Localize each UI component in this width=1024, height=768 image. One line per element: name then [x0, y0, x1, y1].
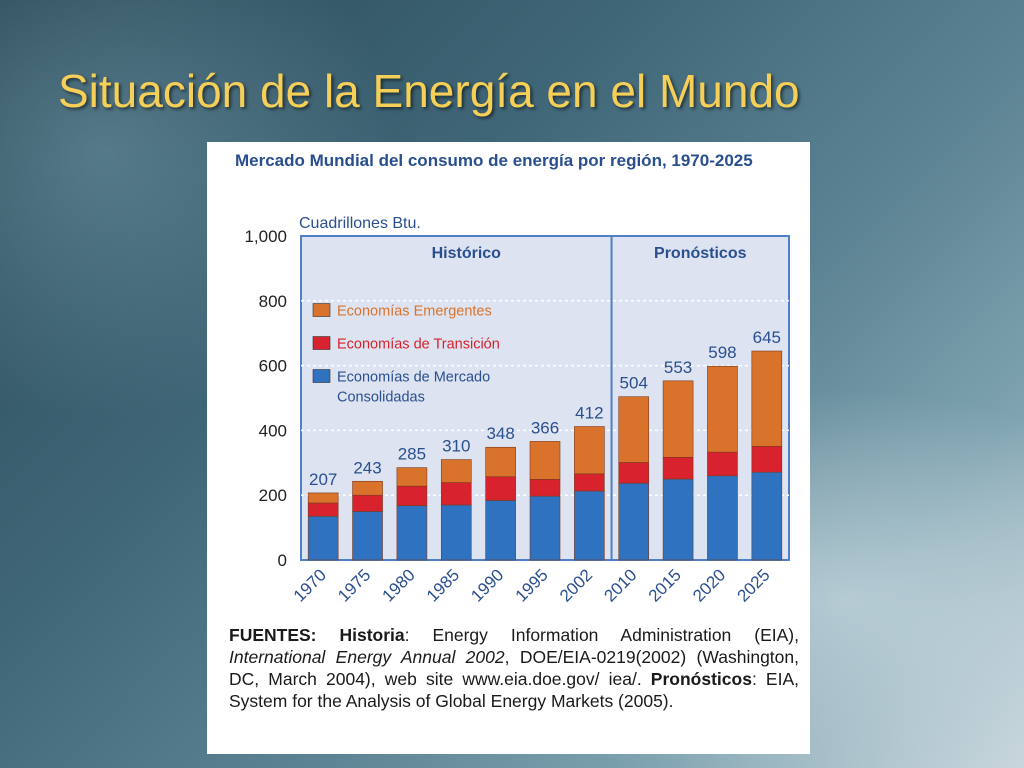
bar-total-label: 553	[664, 358, 692, 377]
legend-swatch	[312, 303, 331, 317]
region-label-pronosticos: Pronósticos	[654, 245, 747, 262]
bar-segment	[307, 502, 339, 517]
bar-total-label: 285	[398, 445, 426, 464]
y-tick-label: 1,000	[244, 227, 287, 246]
source-history-publication: International Energy Annual 2002	[229, 647, 505, 667]
bar-total-label: 243	[353, 458, 381, 477]
bar-segment	[529, 441, 561, 480]
bar-total-label: 412	[575, 404, 603, 423]
bar-total-label: 366	[531, 418, 559, 437]
x-tick-label: 1975	[334, 565, 374, 605]
bar-total-label: 348	[486, 424, 514, 443]
bar-segment	[751, 350, 783, 447]
bar-segment	[396, 505, 428, 561]
bar-segment	[751, 445, 783, 473]
bar-segment	[574, 426, 605, 475]
x-tick-label: 2002	[556, 565, 596, 605]
legend-swatch	[312, 369, 331, 383]
bar-segment	[485, 476, 516, 501]
bar-segment	[574, 490, 605, 561]
bar-segment	[352, 494, 383, 512]
source-forecast-label: Pronósticos	[650, 669, 752, 689]
source-history-text: : Energy Information Administration (EIA…	[404, 625, 799, 645]
bar-segment	[574, 473, 605, 492]
x-tick-label: 1985	[423, 565, 463, 605]
bar-segment	[307, 515, 339, 561]
legend-swatch	[312, 336, 331, 350]
y-tick-label: 0	[278, 551, 287, 570]
bar-total-label: 645	[753, 328, 781, 347]
bar-segment	[618, 396, 650, 463]
x-tick-label: 2020	[689, 565, 729, 605]
legend-label: Economías de Mercado	[337, 370, 490, 386]
source-label: FUENTES:	[229, 625, 317, 645]
bar-segment	[529, 495, 561, 561]
y-tick-label: 800	[259, 292, 287, 311]
bar-segment	[707, 451, 738, 477]
chart-figure: Mercado Mundial del consumo de energía p…	[207, 142, 810, 754]
bar-segment	[396, 485, 428, 506]
bar-segment	[485, 446, 516, 478]
x-tick-label: 2010	[600, 565, 640, 605]
bar-segment	[662, 478, 694, 561]
bar-segment	[618, 462, 650, 484]
x-tick-label: 2015	[645, 565, 685, 605]
source-history-label: Historia	[339, 625, 405, 645]
chart-title: Mercado Mundial del consumo de energía p…	[235, 151, 753, 170]
legend-label: Economías de Transición	[337, 337, 500, 353]
bar-segment	[440, 504, 472, 561]
bar-segment	[307, 492, 339, 504]
y-tick-label: 200	[259, 486, 287, 505]
bar-segment	[352, 480, 383, 496]
x-tick-label: 1970	[290, 565, 330, 605]
bar-segment	[440, 459, 472, 483]
bar-total-label: 310	[442, 437, 470, 456]
bar-total-label: 504	[620, 374, 648, 393]
legend-label: Economías Emergentes	[337, 304, 492, 320]
bar-segment	[440, 482, 472, 506]
y-tick-label: 600	[259, 357, 287, 376]
bar-segment	[396, 467, 428, 487]
bar-segment	[352, 511, 383, 561]
bar-segment	[485, 500, 516, 561]
y-tick-label: 400	[259, 421, 287, 440]
chart-sources: FUENTES: Historia: Energy Information Ad…	[229, 624, 799, 712]
source-history-text-2: , DOE/EIA-0219(2002) (Washington, DC, Ma…	[229, 647, 799, 689]
y-axis-label: Cuadrillones Btu.	[299, 215, 421, 232]
x-tick-label: 1980	[379, 565, 419, 605]
slide-title: Situación de la Energía en el Mundo	[58, 65, 800, 117]
bar-segment	[707, 475, 738, 561]
legend-label: Consolidadas	[337, 390, 425, 406]
source-forecast-text: : EIA, System for the Analysis of Global…	[229, 669, 799, 711]
bar-segment	[529, 479, 561, 497]
stacked-bar-chart: 0 200 400 600 800 1,000 Cuadrillones Btu. 207 19…	[244, 215, 790, 606]
bar-total-label: 207	[309, 470, 337, 489]
bar-segment	[618, 482, 650, 561]
x-tick-label: 1995	[512, 565, 552, 605]
bar-segment	[751, 471, 783, 561]
x-tick-label: 2025	[733, 565, 773, 605]
bar-segment	[662, 456, 694, 480]
bar-segment	[707, 365, 738, 453]
bar-total-label: 598	[708, 343, 736, 362]
region-label-historico: Histórico	[432, 245, 502, 262]
bar-segment	[662, 380, 694, 458]
x-tick-label: 1990	[467, 565, 507, 605]
